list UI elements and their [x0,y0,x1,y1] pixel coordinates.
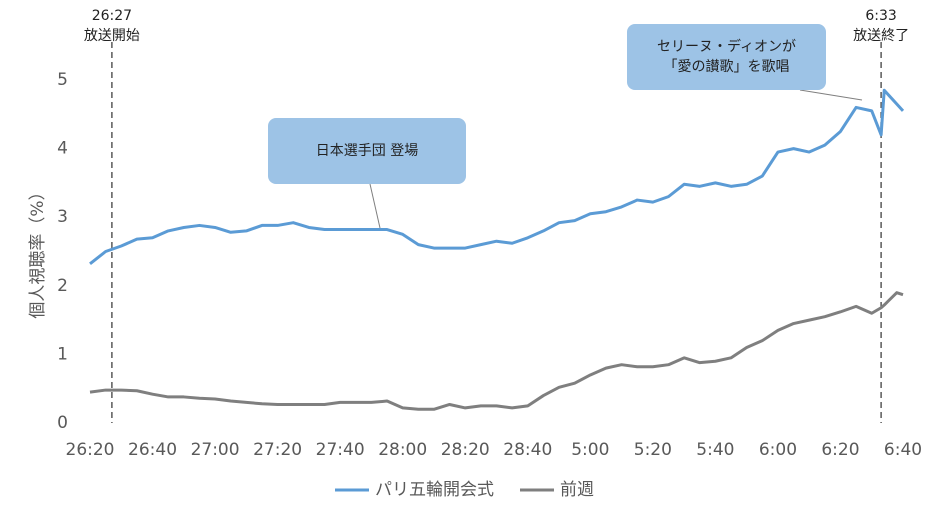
callout-pointer [369,183,381,229]
callout-pointer [799,89,863,101]
x-tick-label: 5:40 [696,440,734,460]
x-tick-label: 27:00 [191,440,240,460]
series-line [89,88,905,266]
callout-box [627,24,826,90]
callout-text: 日本選手団 登場 [316,143,418,159]
x-tick-label: 5:00 [571,440,609,460]
callout-text: セリーヌ・ディオンが [657,38,796,55]
y-tick-label: 0 [57,413,68,433]
x-tick-label: 26:20 [66,440,115,460]
x-tick-label: 28:40 [503,440,552,460]
y-tick-label: 3 [57,207,68,227]
marker-text: 放送開始 [84,28,140,44]
x-tick-label: 6:00 [759,440,797,460]
marker-time: 6:33 [865,8,896,24]
y-tick-label: 1 [57,344,68,364]
marker-time: 26:27 [92,8,132,24]
x-tick-label: 27:40 [316,440,365,460]
x-tick-label: 6:20 [821,440,859,460]
series-line [89,291,904,411]
y-tick-label: 4 [57,139,68,159]
legend-label: 前週 [560,480,594,500]
x-tick-label: 6:40 [884,440,922,460]
legend-label: パリ五輪開会式 [375,480,494,500]
y-axis-label: 個人視聴率（%） [28,183,48,318]
y-tick-label: 5 [57,70,68,90]
marker-text: 放送終了 [853,28,909,44]
x-tick-label: 28:20 [441,440,490,460]
x-tick-label: 28:00 [378,440,427,460]
callout-text: 「愛の讃歌」を歌唱 [664,59,790,75]
x-tick-label: 27:20 [253,440,302,460]
x-tick-label: 5:20 [634,440,672,460]
callout-box [268,118,466,184]
y-tick-label: 2 [57,276,68,296]
x-tick-label: 26:40 [128,440,177,460]
